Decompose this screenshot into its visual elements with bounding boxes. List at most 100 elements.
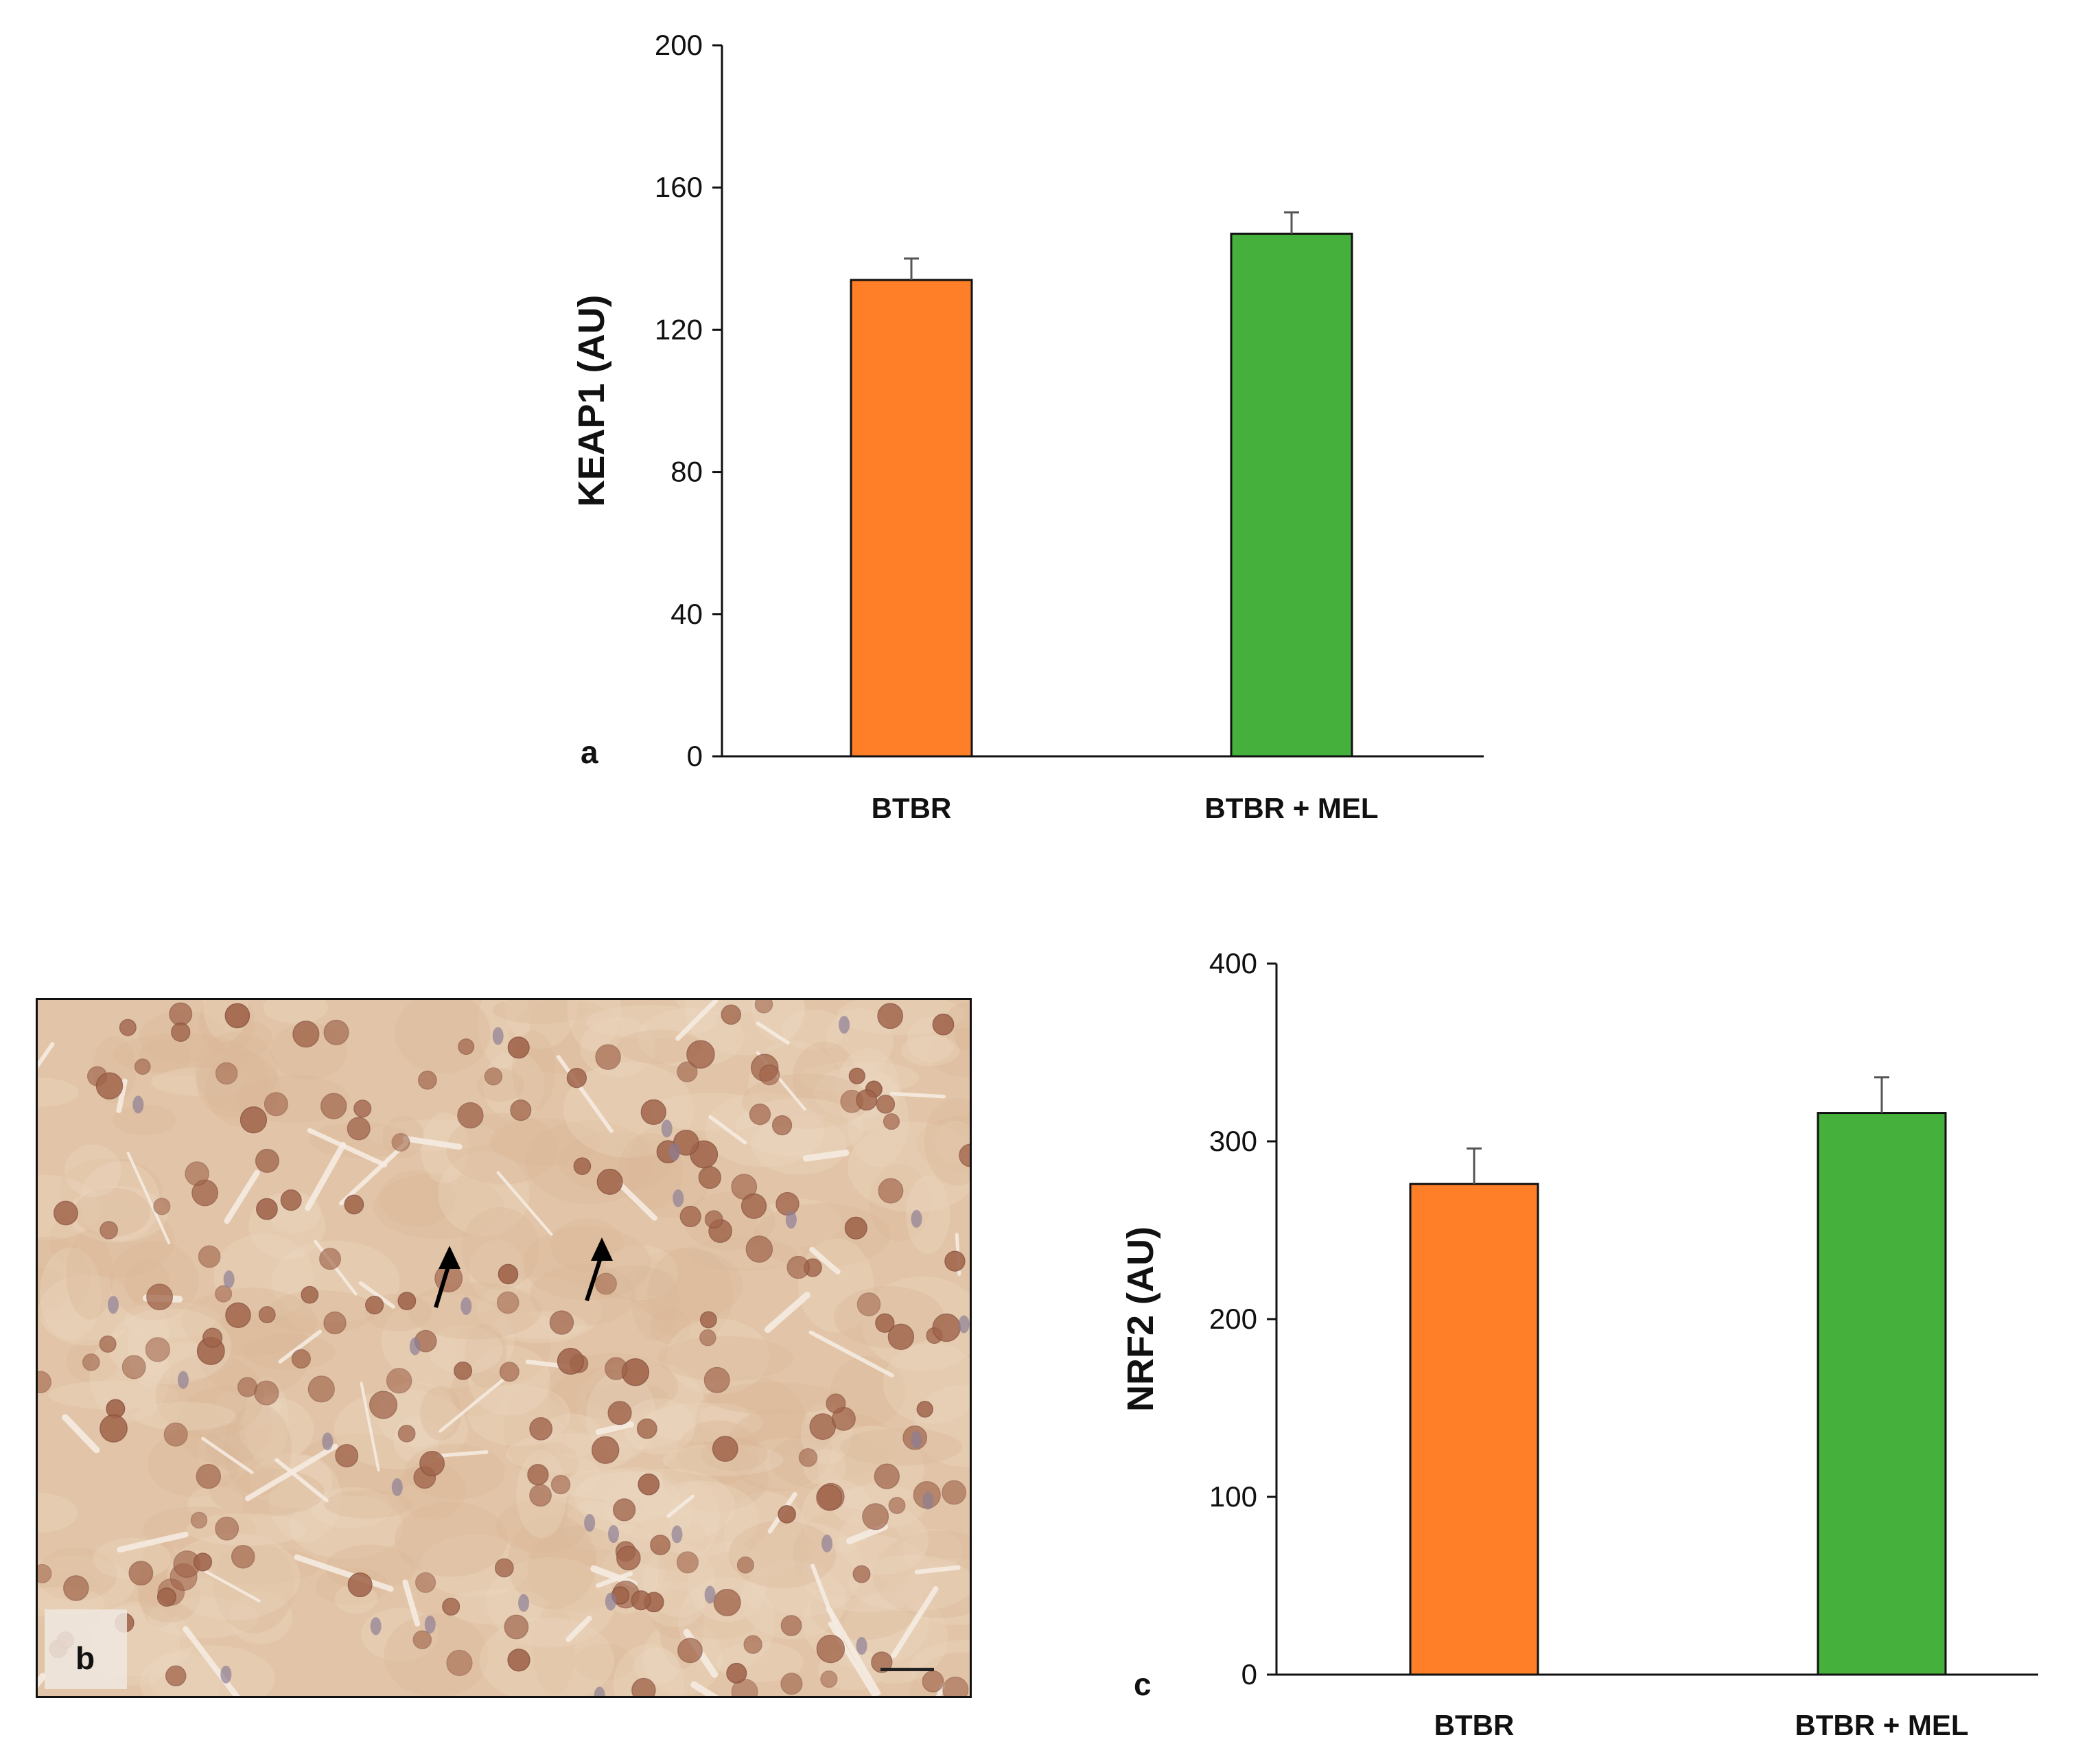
nucleus [944, 1250, 966, 1272]
tissue-mottle [325, 1544, 416, 1591]
nucleus [38, 1563, 52, 1583]
tissue-mottle [455, 1307, 551, 1385]
tissue-mottle [379, 1170, 456, 1227]
nucleus [347, 1572, 373, 1598]
sinusoid [617, 1182, 657, 1221]
nucleus [484, 1067, 503, 1086]
tissue-mottle [323, 1490, 412, 1519]
nucleus [442, 1597, 460, 1616]
kupffer-cell [492, 1027, 504, 1045]
tissue-mottle [495, 1498, 587, 1553]
tissue-mottle [742, 1073, 871, 1129]
nucleus [185, 1161, 209, 1186]
tissue-mottle [438, 1151, 530, 1236]
nucleus [780, 1615, 802, 1636]
nucleus [202, 1327, 223, 1348]
kupffer-cell [856, 1637, 867, 1655]
y-tick-label: 80 [670, 456, 703, 488]
nucleus [391, 1133, 410, 1152]
tissue-mottle [574, 1643, 634, 1681]
tissue-mottle [38, 1268, 69, 1312]
tissue-mottle [38, 1078, 79, 1107]
nucleus [595, 1272, 617, 1295]
tissue-mottle [244, 1377, 289, 1466]
nucleus [344, 1194, 364, 1215]
sinusoid [402, 1579, 421, 1627]
nucleus [145, 1337, 170, 1362]
nucleus [415, 1572, 436, 1593]
sinusoid [244, 1443, 338, 1502]
nucleus [721, 1004, 741, 1025]
tissue-mottle [631, 1260, 679, 1341]
sinusoid [62, 1414, 100, 1454]
nucleus [740, 1193, 767, 1219]
nucleus [616, 1546, 641, 1570]
tissue-mottle [927, 1028, 970, 1078]
nucleus [698, 1166, 721, 1189]
sinusoid [439, 1378, 505, 1433]
nucleus [888, 1497, 906, 1514]
tissue-mottle [634, 1647, 679, 1685]
tissue-mottle [563, 1062, 695, 1158]
kupffer-cell [661, 1119, 673, 1138]
tissue-mottle [227, 1021, 273, 1056]
nucleus [726, 1662, 747, 1684]
kupffer-cell [911, 1209, 922, 1228]
nucleus [699, 1329, 716, 1347]
nucleus [215, 1285, 233, 1303]
nucleus [496, 1291, 520, 1314]
tissue-mottle [915, 1115, 970, 1172]
nucleus [240, 1106, 268, 1134]
tissue-mottle [446, 1113, 559, 1185]
sinusoid [595, 1421, 635, 1435]
tissue-mottle [124, 1301, 222, 1339]
tissue-mottle [421, 1112, 469, 1184]
tissue-mottle [375, 1382, 456, 1447]
kupffer-cell [132, 1095, 144, 1114]
nucleus [215, 1062, 238, 1085]
nucleus [573, 1157, 592, 1175]
nucleus [386, 1368, 412, 1394]
tissue-image [38, 1000, 970, 1696]
sinusoid [808, 1330, 894, 1377]
nucleus [510, 1099, 532, 1121]
nucleus [198, 1245, 221, 1268]
tissue-mottle [239, 1397, 314, 1461]
nucleus [292, 1021, 320, 1048]
nucleus [874, 1463, 900, 1489]
nucleus [856, 1292, 881, 1316]
nucleus [264, 1092, 288, 1117]
nucleus [820, 1671, 838, 1688]
panel-label-c: c [1134, 1666, 1152, 1702]
nucleus [916, 1401, 933, 1418]
nucleus [640, 1099, 666, 1126]
y-tick-label: 0 [1241, 1658, 1257, 1690]
tissue-mottle [67, 1186, 168, 1243]
sinusoid [278, 1329, 323, 1364]
nucleus [38, 1371, 51, 1393]
tissue-mottle [645, 1581, 705, 1627]
tissue-mottle [139, 1039, 191, 1073]
tissue-mottle [242, 1334, 336, 1371]
tissue-mottle [310, 1487, 393, 1528]
tissue-mottle [49, 1202, 175, 1279]
kupffer-cell [821, 1534, 833, 1552]
nucleus [256, 1198, 278, 1220]
nucleus [877, 1003, 903, 1029]
tissue-mottle [39, 1247, 102, 1340]
nucleus [215, 1516, 240, 1541]
y-axis-title: KEAP1 (AU) [571, 294, 612, 507]
tissue-mottle [186, 1513, 307, 1546]
nucleus [121, 1355, 146, 1380]
kupffer-cell [322, 1432, 334, 1451]
tissue-mottle [685, 1000, 806, 1056]
nucleus [875, 1313, 895, 1333]
sinusoid [437, 1450, 489, 1458]
nucleus [190, 1511, 208, 1529]
tissue-mottle [559, 1131, 672, 1193]
nucleus [153, 1198, 171, 1215]
nucleus [566, 1067, 587, 1089]
nucleus [871, 1651, 893, 1673]
sinusoid [294, 1554, 394, 1592]
tissue-mottle [657, 1336, 794, 1382]
